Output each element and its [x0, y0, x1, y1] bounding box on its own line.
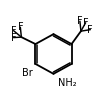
Text: F: F: [88, 25, 93, 35]
Text: F: F: [18, 22, 23, 32]
Text: F: F: [11, 33, 16, 43]
Text: NH₂: NH₂: [58, 78, 76, 88]
Text: F: F: [77, 16, 83, 26]
Text: Br: Br: [22, 68, 32, 78]
Text: F: F: [11, 26, 16, 36]
Text: F: F: [83, 18, 88, 28]
